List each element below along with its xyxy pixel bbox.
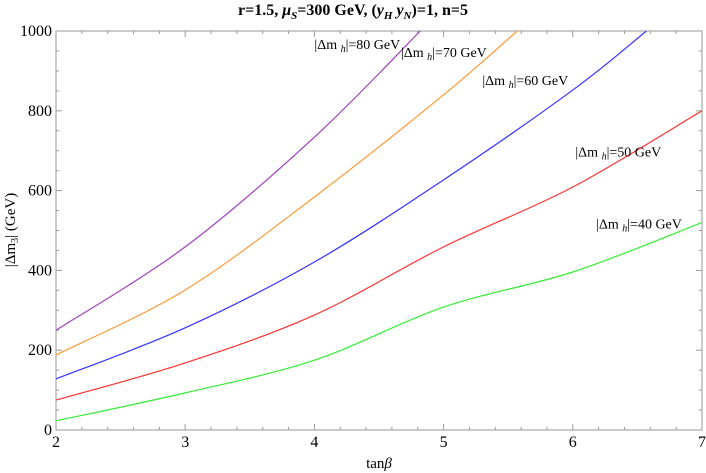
data-curve	[56, 221, 702, 422]
curve-label: |Δm h|=50 GeV	[575, 146, 661, 163]
x-tick-label: 5	[440, 434, 448, 451]
curve-label: |Δm h|=70 GeV	[401, 46, 487, 63]
y-tick-label: 400	[28, 262, 52, 279]
y-tick-label: 0	[44, 422, 52, 439]
data-curve	[56, 31, 518, 356]
y-axis-label: |Δm3| (GeV)	[3, 193, 21, 267]
axis-ticks: 2 3 4 5 6 7 0 200 400 600 800 1000	[20, 23, 706, 451]
x-tick-label: 2	[52, 434, 60, 451]
y-tick-label: 1000	[20, 23, 52, 40]
data-curves	[56, 31, 702, 422]
curve-label: |Δm h|=60 GeV	[482, 74, 568, 91]
x-tick-label: 7	[698, 434, 706, 451]
x-tick-label: 6	[569, 434, 577, 451]
x-axis-label: tanβ	[366, 456, 392, 472]
data-curve	[56, 31, 647, 380]
curve-labels: |Δm h|=80 GeV|Δm h|=70 GeV |Δm h|=60 GeV |…	[314, 38, 681, 235]
x-tick-label: 4	[310, 434, 318, 451]
chart-title: r=1.5, μS=300 GeV, (yH yN)=1, n=5	[238, 2, 468, 23]
curve-label: |Δm h|=80 GeV	[314, 38, 400, 55]
curve-label: |Δm h|=40 GeV	[596, 218, 682, 235]
data-curve	[56, 31, 421, 331]
x-tick-label: 3	[181, 434, 189, 451]
y-tick-label: 800	[28, 103, 52, 120]
y-tick-label: 200	[28, 342, 52, 359]
y-tick-label: 600	[28, 183, 52, 200]
data-curve	[56, 110, 702, 401]
